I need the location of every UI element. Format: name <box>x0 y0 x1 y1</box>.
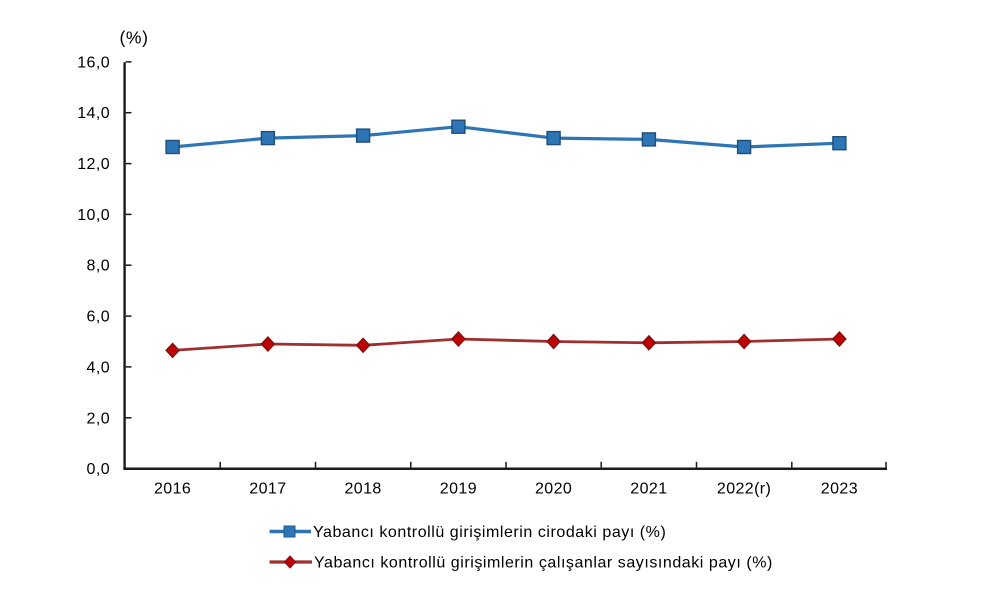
svg-text:2020: 2020 <box>535 481 572 498</box>
svg-text:2022(r): 2022(r) <box>717 481 771 498</box>
svg-text:4,0: 4,0 <box>87 359 110 376</box>
svg-text:0,0: 0,0 <box>87 461 110 478</box>
svg-text:Yabancı kontrollü girişimlerin: Yabancı kontrollü girişimlerin çalışanla… <box>314 555 773 572</box>
svg-text:2017: 2017 <box>249 481 286 498</box>
svg-text:(%): (%) <box>119 28 148 48</box>
svg-text:12,0: 12,0 <box>77 156 110 173</box>
svg-text:Yabancı kontrollü girişimlerin: Yabancı kontrollü girişimlerin cirodaki … <box>313 524 666 541</box>
svg-text:2021: 2021 <box>630 481 667 498</box>
svg-text:2023: 2023 <box>821 481 858 498</box>
svg-text:14,0: 14,0 <box>77 105 110 122</box>
svg-text:16,0: 16,0 <box>77 54 110 71</box>
svg-text:2,0: 2,0 <box>87 410 110 427</box>
svg-text:8,0: 8,0 <box>87 258 110 275</box>
svg-text:2018: 2018 <box>344 481 381 498</box>
svg-text:6,0: 6,0 <box>87 309 110 326</box>
svg-text:2016: 2016 <box>154 481 191 498</box>
svg-text:2019: 2019 <box>440 481 477 498</box>
svg-text:10,0: 10,0 <box>77 207 110 224</box>
